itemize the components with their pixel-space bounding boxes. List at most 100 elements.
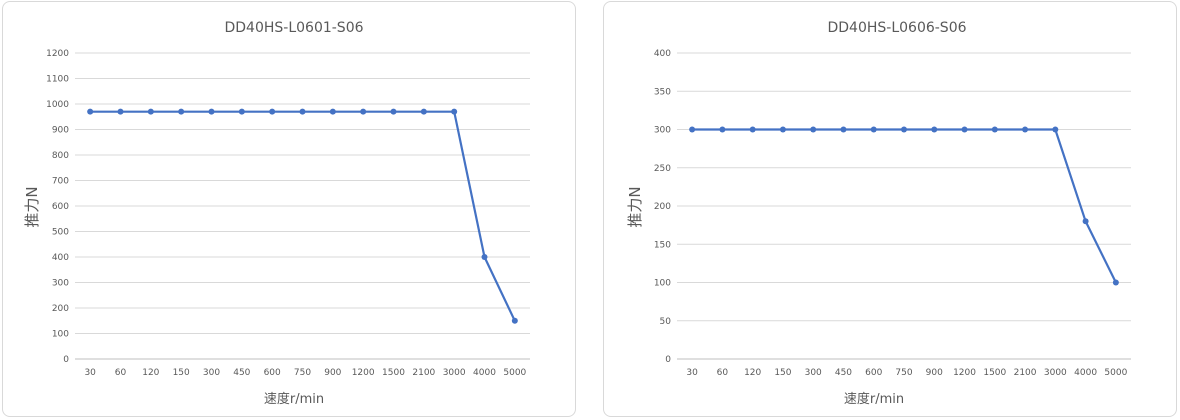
x-tick-label: 750 [294,368,311,378]
x-tick-label: 5000 [1104,368,1127,378]
x-tick-label: 3000 [1044,368,1067,378]
x-tick-label: 450 [835,368,852,378]
data-point [147,108,154,115]
data-point [719,126,726,133]
data-point [208,108,215,115]
gridlines [677,52,1131,360]
x-tick-label: 120 [142,368,159,378]
data-point [901,126,907,133]
y-tick-label: 300 [654,126,671,136]
y-tick-labels: 0 100 200 300 400 500 600 700 800 900 1000 1100 1200 [46,49,69,365]
x-tick-label: 1500 [382,368,405,378]
data-point [991,126,998,133]
y-tick-label: 1200 [46,49,69,59]
x-tick-label: 4000 [1074,368,1097,378]
gridlines [75,52,530,360]
data-point [269,108,276,115]
x-tick-label: 120 [744,368,761,378]
y-tick-label: 150 [654,240,671,250]
data-point [1022,126,1029,133]
data-point [451,108,458,115]
chart-panel-left: DD40HS-L0601-S06 0 100 200 300 400 500 600 700 8… [2,1,576,417]
x-tick-label: 30 [686,368,698,378]
y-tick-label: 0 [63,355,69,365]
chart-svg-left: DD40HS-L0601-S06 0 100 200 300 400 500 600 700 8… [23,20,530,407]
y-tick-label: 500 [52,228,69,238]
x-tick-label: 300 [805,368,822,378]
chart-title: DD40HS-L0601-S06 [224,20,363,36]
x-tick-label: 150 [774,368,791,378]
x-tick-label: 60 [717,368,729,378]
y-tick-label: 400 [52,253,69,263]
x-tick-label: 900 [324,368,341,378]
y-tick-label: 0 [665,355,671,365]
data-point [931,126,938,133]
y-tick-label: 700 [52,177,69,187]
x-tick-label: 600 [264,368,281,378]
data-point [87,108,94,115]
x-tick-label: 150 [173,368,190,378]
x-tick-label: 300 [203,368,220,378]
chart-panel-right: DD40HS-L0606-S06 0 50 100 150 200 250 300 350 40… [603,1,1177,417]
data-point [360,108,367,115]
y-tick-label: 250 [654,164,671,174]
y-tick-label: 1000 [46,100,69,110]
x-tick-label: 2100 [1014,368,1037,378]
chart-svg-right: DD40HS-L0606-S06 0 50 100 150 200 250 300 350 40… [626,20,1131,407]
data-point [481,254,488,260]
data-point [420,108,427,115]
x-tick-label: 3000 [443,368,466,378]
y-tick-label: 300 [52,279,69,289]
series [87,108,518,324]
data-point [511,317,518,324]
data-point [779,126,786,133]
x-tick-label: 2100 [412,368,435,378]
x-tick-labels: 30 60 120 150 300 450 600 750 900 1200 1500 2100 300… [686,368,1127,378]
chart-title: DD40HS-L0606-S06 [827,20,966,36]
x-tick-label: 600 [865,368,882,378]
y-axis-title: 推力N [23,186,41,227]
data-point [749,126,756,133]
y-tick-label: 200 [52,304,69,314]
y-tick-label: 200 [654,202,671,212]
data-point [870,126,877,133]
y-tick-label: 800 [52,151,69,161]
x-tick-label: 900 [926,368,943,378]
data-point [1052,126,1059,133]
y-tick-label: 1100 [46,75,69,85]
data-point [117,108,124,115]
data-point [1112,279,1119,286]
x-tick-label: 1200 [352,368,375,378]
y-tick-label: 100 [654,279,671,289]
data-point [238,108,245,115]
x-tick-label: 60 [115,368,127,378]
data-point [299,108,306,115]
data-point [390,108,397,115]
y-tick-label: 50 [660,317,672,327]
y-tick-label: 400 [654,49,671,59]
data-point [810,126,817,133]
y-tick-labels: 0 50 100 150 200 250 300 350 400 [654,49,671,365]
x-tick-labels: 30 60 120 150 300 450 600 750 900 1200 1500 2100 300… [84,368,526,378]
data-point [961,126,968,133]
x-tick-label: 4000 [473,368,496,378]
data-point [178,108,185,115]
y-tick-label: 600 [52,202,69,212]
y-tick-label: 350 [654,87,671,97]
data-point [329,108,336,115]
data-point [1082,218,1089,225]
y-tick-label: 900 [52,126,69,136]
x-tick-label: 30 [84,368,96,378]
series-line [90,110,516,322]
series [689,126,1119,286]
x-tick-label: 750 [895,368,912,378]
x-axis-title: 速度r/min [264,391,324,407]
x-tick-label: 450 [233,368,250,378]
y-tick-label: 100 [52,330,69,340]
x-tick-label: 5000 [503,368,526,378]
x-tick-label: 1500 [983,368,1006,378]
x-axis-title: 速度r/min [844,391,904,407]
y-axis-title: 推力N [626,186,644,227]
data-point [840,126,847,133]
data-point [689,126,696,133]
